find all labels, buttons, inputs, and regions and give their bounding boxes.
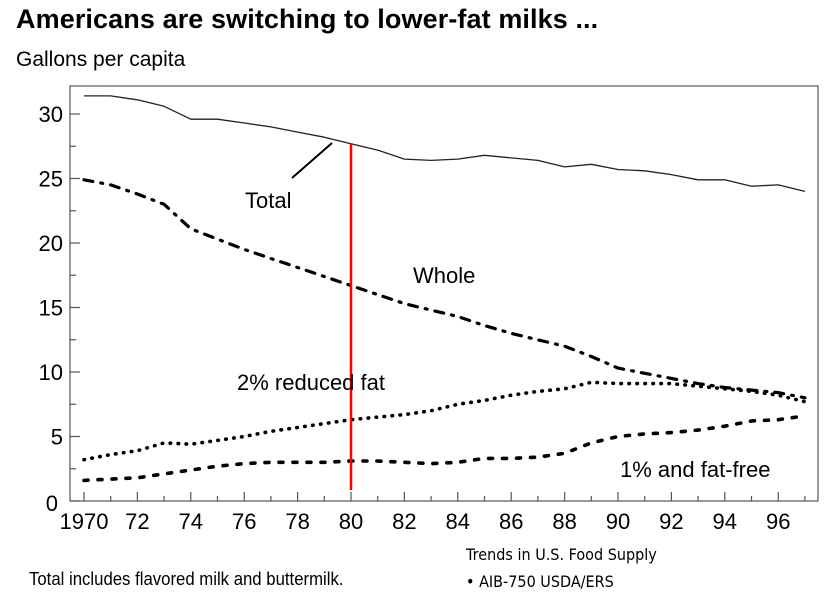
x-tick-label: 86 xyxy=(499,509,523,534)
y-axis-label: Gallons per capita xyxy=(16,48,186,71)
y-axis-ticks: 0 5 10 15 20 25 30 xyxy=(39,102,80,516)
x-tick-label: 82 xyxy=(392,509,416,534)
x-tick-label: 72 xyxy=(125,509,149,534)
source-title: Trends in U.S. Food Supply xyxy=(466,545,657,564)
x-tick-label: 84 xyxy=(446,509,470,534)
series-label-2pct: 2% reduced fat xyxy=(237,370,385,395)
series-line-2-reduced-fat xyxy=(82,380,807,462)
x-tick-label: 90 xyxy=(606,509,630,534)
source-reference: • AIB-750 USDA/ERS xyxy=(466,572,614,591)
x-tick-label: 94 xyxy=(713,509,737,534)
x-tick-label: 78 xyxy=(285,509,309,534)
footnote: Total includes flavored milk and butterm… xyxy=(29,569,344,589)
chart-title: Americans are switching to lower-fat mil… xyxy=(16,4,599,34)
x-axis-ticks: 1970 72 74 76 78 80 82 84 86 88 90 92 94 96 xyxy=(60,492,806,534)
series-line-total xyxy=(84,95,806,193)
x-tick-label: 1970 xyxy=(60,509,109,534)
y-tick-label: 15 xyxy=(39,296,63,321)
series-line-1-and-fat-free xyxy=(82,414,807,483)
plot-frame xyxy=(69,85,819,502)
y-tick-label: 5 xyxy=(51,425,63,450)
x-tick-label: 96 xyxy=(766,509,790,534)
y-tick-label: 20 xyxy=(39,231,63,256)
series-line-whole xyxy=(82,178,807,400)
x-tick-label: 92 xyxy=(659,509,683,534)
total-label-pointer xyxy=(291,142,333,179)
series-label-1pct: 1% and fat-free xyxy=(620,457,770,482)
x-tick-label: 74 xyxy=(179,509,203,534)
x-tick-label: 88 xyxy=(552,509,576,534)
y-tick-label: 10 xyxy=(39,360,63,385)
y-tick-label: 0 xyxy=(46,491,58,516)
y-tick-label: 25 xyxy=(39,167,63,192)
series-group xyxy=(82,95,807,483)
x-tick-label: 80 xyxy=(339,509,363,534)
series-label-whole: Whole xyxy=(413,263,475,288)
series-label-total: Total xyxy=(245,188,291,213)
y-tick-label: 30 xyxy=(39,102,63,127)
x-tick-label: 76 xyxy=(232,509,256,534)
